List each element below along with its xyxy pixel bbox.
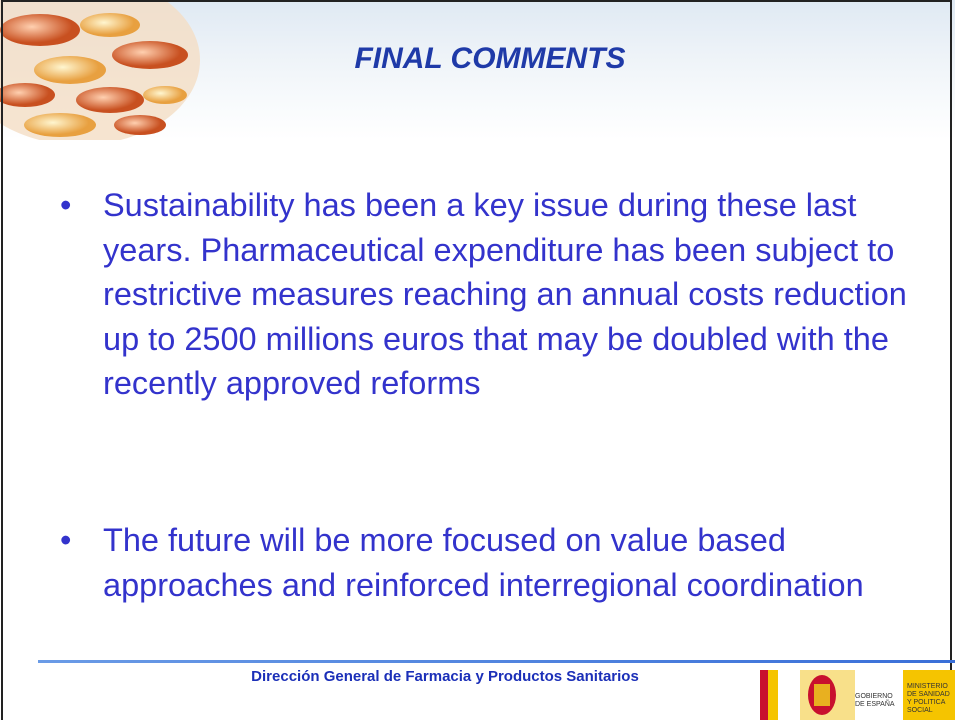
bullet-text: Sustainability has been a key issue duri… [103,183,910,406]
logo-text: DE ESPAÑA [855,701,895,709]
page: FINAL COMMENTS •Sustainability has been … [0,0,955,720]
footer-text: Dirección General de Farmacia y Producto… [150,668,740,685]
bullet: •Sustainability has been a key issue dur… [60,183,910,406]
logo-text: Y POLITICA [907,699,950,707]
logo-text: GOBIERNO [855,693,895,701]
bullet-text: The future will be more focused on value… [103,518,910,607]
footer-rule [38,660,955,663]
slide-title: FINAL COMMENTS [240,42,740,76]
slide: FINAL COMMENTS •Sustainability has been … [0,0,955,720]
logo-text: DE SANIDAD [907,691,950,699]
logo-text: MINISTERIO [907,683,950,691]
logo-government: GOBIERNO DE ESPAÑA [855,693,895,709]
logo-text: SOCIAL [907,707,950,715]
bullet: •The future will be more focused on valu… [60,518,910,607]
logo-ministry: MINISTERIO DE SANIDAD Y POLITICA SOCIAL [907,683,950,715]
